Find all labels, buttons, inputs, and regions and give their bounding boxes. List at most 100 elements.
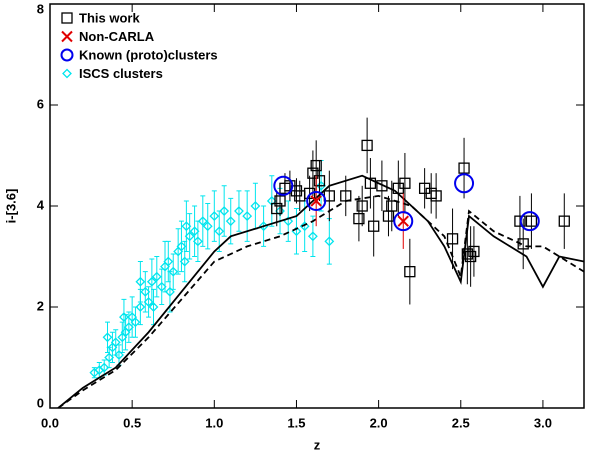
error-bar	[326, 218, 332, 265]
point	[110, 337, 121, 348]
point	[151, 271, 162, 282]
error-bar	[244, 190, 250, 242]
point	[313, 175, 326, 187]
point	[135, 302, 146, 312]
error-bar	[178, 220, 184, 273]
legend-label: Known (proto)clusters	[79, 47, 218, 62]
x-tick-label: 0.5	[123, 415, 141, 430]
point	[404, 265, 416, 278]
x-axis-label: z	[314, 437, 321, 452]
error-bar	[221, 185, 227, 237]
error-bar	[195, 220, 201, 263]
point	[519, 211, 540, 232]
point	[114, 350, 124, 360]
point	[273, 175, 294, 196]
error-bar	[142, 271, 148, 313]
point	[399, 177, 411, 189]
point	[514, 215, 526, 227]
point	[430, 190, 442, 202]
point	[446, 233, 459, 245]
point	[324, 236, 335, 247]
point	[306, 190, 327, 211]
x-tick-label: 2.0	[370, 415, 388, 430]
point	[307, 167, 319, 179]
x-tick-label: 1.0	[205, 415, 223, 430]
legend-label: This work	[79, 10, 140, 25]
x-tick-label: 0.0	[41, 415, 59, 430]
point	[119, 312, 129, 323]
x-tick-label: 3.0	[534, 415, 552, 430]
y-axis-label: i-[3.6]	[3, 189, 18, 224]
point	[340, 190, 352, 202]
point	[156, 281, 167, 292]
point	[130, 317, 141, 328]
point	[316, 180, 327, 191]
point	[397, 215, 409, 227]
point	[168, 266, 179, 277]
y-tick-label: 0	[37, 395, 44, 410]
point	[517, 238, 529, 250]
plot-frame	[49, 3, 585, 409]
point	[179, 256, 190, 267]
error-bar	[183, 200, 189, 252]
point	[307, 231, 318, 242]
point	[376, 180, 388, 192]
point	[214, 226, 225, 237]
point	[99, 362, 110, 373]
point	[310, 195, 322, 207]
point	[176, 241, 187, 252]
point	[209, 211, 220, 222]
point	[364, 177, 377, 189]
point	[299, 221, 310, 232]
point	[225, 216, 236, 227]
point	[386, 200, 398, 212]
error-bar	[121, 298, 127, 336]
error-bar	[175, 228, 181, 275]
error-bar	[109, 331, 115, 364]
model-line	[57, 174, 584, 408]
point	[361, 139, 373, 152]
point	[353, 212, 365, 225]
legend-marker	[60, 48, 74, 62]
error-bar	[236, 190, 242, 232]
error-bar	[200, 195, 206, 247]
legend-marker	[62, 68, 72, 79]
point	[165, 286, 175, 297]
point	[271, 202, 283, 215]
error-bar	[187, 213, 193, 260]
point	[192, 236, 203, 247]
point	[202, 221, 213, 232]
error-bar	[113, 329, 119, 356]
point	[102, 332, 113, 343]
error-bar	[192, 205, 198, 257]
point	[393, 211, 414, 232]
x-tick-label: 2.5	[452, 415, 470, 430]
point	[123, 322, 134, 333]
point	[197, 216, 208, 227]
point	[558, 215, 570, 227]
plot-area	[57, 117, 584, 408]
error-bar	[154, 256, 160, 298]
legend-label: Non-CARLA	[79, 29, 155, 44]
point	[242, 211, 253, 222]
point	[148, 302, 159, 312]
point	[458, 162, 470, 174]
point	[104, 352, 115, 363]
point	[184, 231, 195, 242]
y-tick-label: 4	[37, 197, 45, 212]
point	[140, 286, 151, 297]
point	[250, 201, 261, 211]
point	[303, 187, 316, 200]
y-tick-label: 2	[37, 298, 44, 313]
model-line	[57, 194, 584, 408]
error-bar	[310, 215, 316, 257]
point	[181, 221, 192, 232]
point	[368, 220, 380, 232]
x-tick-label: 1.5	[287, 415, 305, 430]
point	[234, 206, 244, 216]
error-bar	[132, 306, 138, 338]
error-bar	[285, 200, 291, 242]
error-bar	[96, 362, 102, 379]
